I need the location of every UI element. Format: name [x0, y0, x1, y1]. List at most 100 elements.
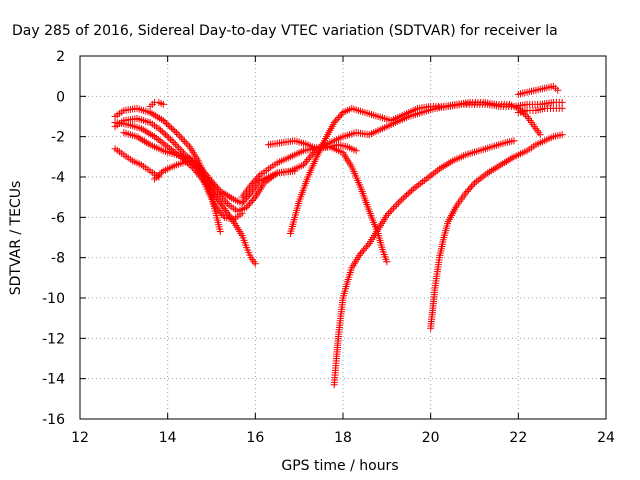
data-point-trail: [508, 101, 520, 111]
data-point-trail: [424, 166, 442, 182]
data-point: [558, 98, 566, 106]
data-point: [216, 199, 224, 207]
data-point-trail: [543, 83, 555, 92]
data-point-trail: [357, 185, 373, 213]
y-tick-label: -6: [51, 210, 65, 226]
data-point: [558, 104, 566, 112]
data-point-trail: [122, 129, 139, 140]
data-point-trail: [236, 204, 248, 214]
data-point-trail: [429, 286, 439, 310]
data-point-trail: [534, 105, 546, 114]
data-point-trail: [126, 121, 143, 132]
data-series: [151, 157, 246, 223]
data-point: [330, 119, 338, 127]
data-point: [554, 86, 562, 94]
chart-title: Day 285 of 2016, Sidereal Day-to-day VTE…: [12, 23, 558, 39]
data-series: [514, 82, 562, 98]
data-point-trail: [503, 137, 516, 146]
data-point-trail: [389, 111, 406, 124]
grid-lines: [80, 56, 606, 419]
data-point-trail: [240, 183, 253, 199]
data-point-trail: [332, 110, 346, 125]
data-point: [510, 137, 518, 145]
data-point-trail: [122, 152, 134, 163]
data-point-trail: [314, 137, 328, 159]
data-point-trail: [161, 147, 178, 158]
data-point-trail: [394, 114, 411, 126]
data-point-trail: [223, 214, 235, 223]
data-point-trail: [335, 296, 347, 336]
y-tick-label: 2: [56, 49, 65, 65]
data-point-trail: [293, 137, 310, 148]
data-point-trail: [152, 169, 166, 181]
data-point-trail: [330, 357, 340, 386]
data-point: [247, 181, 255, 189]
data-series: [146, 98, 167, 110]
y-tick-label: -8: [51, 251, 65, 267]
y-tick-label: -4: [51, 170, 65, 186]
data-point-trail: [139, 126, 157, 140]
data-point-trail: [525, 87, 538, 96]
data-point-trail: [349, 165, 364, 189]
data-point-trail: [152, 134, 170, 149]
data-point-trail: [248, 179, 262, 195]
data-point-trail: [350, 105, 367, 116]
data-point-trail: [174, 130, 192, 149]
data-point-trail: [296, 175, 311, 203]
data-point-trail: [341, 105, 354, 115]
data-point-trail: [305, 155, 320, 179]
data-point-trail: [534, 138, 546, 148]
data-point-trail: [538, 99, 555, 108]
data-point-trail: [340, 280, 351, 300]
data-point-trail: [289, 162, 305, 174]
data-point-trail: [267, 139, 283, 148]
data-point: [558, 131, 566, 139]
data-point-trail: [301, 147, 319, 167]
data-point-trail: [232, 196, 244, 206]
data-point-trail: [332, 134, 345, 144]
data-point-trail: [337, 141, 349, 150]
data-point: [300, 161, 308, 169]
data-point-trail: [187, 158, 201, 171]
data-point-trail: [517, 89, 529, 98]
data-point-trail: [135, 115, 152, 126]
data-point-trail: [239, 234, 250, 249]
data-point-trail: [436, 236, 447, 259]
data-point-trail: [324, 138, 336, 148]
data-point-trail: [341, 129, 358, 140]
data-point-trail: [284, 152, 297, 162]
data-point-trail: [344, 266, 355, 284]
data-series: [427, 131, 566, 332]
data-point-trail: [209, 179, 223, 193]
data-point-trail: [140, 162, 152, 173]
data-point: [352, 147, 360, 155]
data-point-trail: [248, 256, 258, 266]
data-point-trail: [131, 158, 143, 168]
y-tick-label: -16: [42, 412, 65, 428]
y-tick-label: -2: [51, 130, 65, 146]
data-point-trail: [376, 113, 393, 124]
data-point-trail: [442, 101, 459, 110]
data-point-trail: [525, 142, 538, 153]
data-point-trail: [287, 216, 298, 235]
data-point-trail: [411, 176, 428, 192]
data-point: [186, 157, 194, 165]
data-point-trail: [427, 306, 437, 330]
data-point-trail: [195, 167, 210, 191]
data-point: [243, 203, 251, 211]
data-series: [286, 98, 544, 237]
data-point-trail: [490, 139, 507, 150]
x-axis-title: GPS time / hours: [281, 458, 398, 474]
data-point-trail: [323, 121, 337, 141]
data-point-trail: [113, 108, 126, 119]
data-point-trail: [472, 170, 490, 186]
data-point-trail: [293, 148, 305, 158]
data-point-trail: [384, 199, 402, 218]
y-tick-label: -12: [42, 331, 65, 347]
data-point-trail: [204, 187, 219, 209]
x-tick-label: 12: [71, 430, 89, 446]
data-point-trail: [148, 110, 165, 123]
data-point-trail: [552, 131, 564, 140]
data-point-trail: [340, 151, 355, 169]
